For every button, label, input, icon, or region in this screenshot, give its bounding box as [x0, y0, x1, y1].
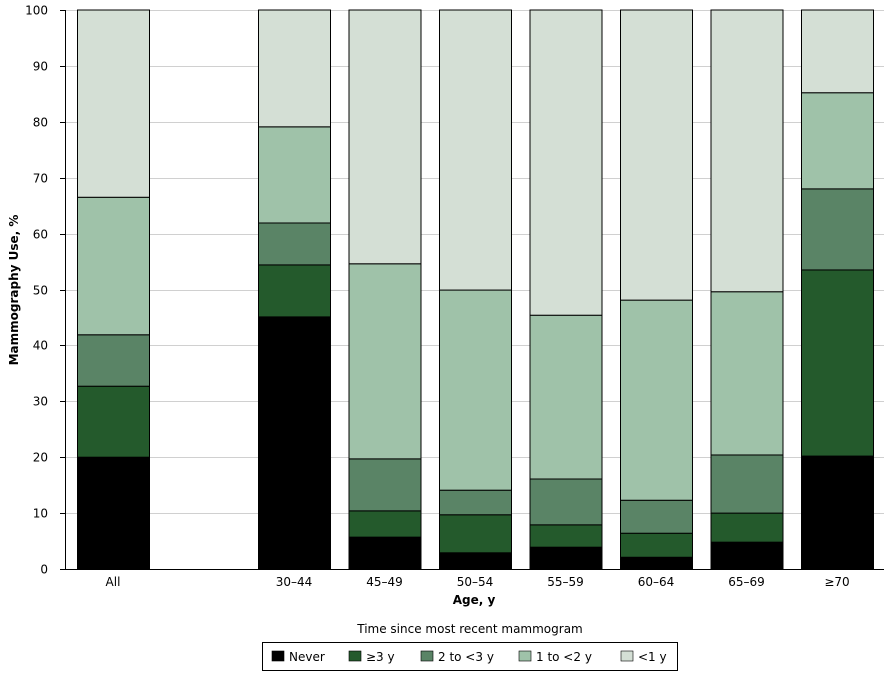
legend-swatch [271, 650, 285, 662]
legend-title: Time since most recent mammogram [356, 622, 583, 636]
bar-segment [348, 263, 422, 460]
bar-segment [801, 92, 874, 190]
bar-segment [439, 9, 512, 291]
bar-segment [620, 556, 693, 570]
bar-segment [77, 456, 150, 570]
y-tick-label: 80 [33, 116, 48, 130]
bar-segment [801, 455, 874, 570]
bar-segment [77, 9, 150, 198]
bar-segment [620, 299, 693, 501]
y-tick-label: 60 [33, 228, 48, 242]
y-axis-label: Mammography Use, % [7, 215, 21, 366]
bar-segment [529, 9, 603, 316]
bar-segment [529, 478, 603, 526]
bar-segment [801, 269, 874, 457]
bar-segment [77, 334, 150, 387]
bar-segment [529, 546, 603, 570]
bar-segment [439, 552, 512, 570]
y-tick-label: 40 [33, 339, 48, 353]
y-tick-label: 70 [33, 172, 48, 186]
bar-segment [258, 264, 331, 318]
bar-segment [620, 499, 693, 534]
bar-segment [801, 188, 874, 271]
y-tick-label: 0 [40, 563, 48, 577]
bar-segment [258, 316, 331, 570]
bar-segment [348, 510, 422, 538]
legend-label: ≥3 y [366, 650, 395, 664]
bar-segment [348, 9, 422, 265]
x-tick-label: 65–69 [728, 575, 765, 589]
bar-segment [439, 489, 512, 516]
legend-swatch [518, 650, 532, 662]
bar-segment [620, 532, 693, 558]
legend-box [262, 642, 678, 671]
y-tick-label: 20 [33, 451, 48, 465]
y-tick-label: 10 [33, 507, 48, 521]
bar-segment [620, 9, 693, 301]
bar-segment [77, 196, 150, 336]
x-tick-label: All [106, 575, 121, 589]
y-tick-label: 100 [25, 4, 48, 18]
bar-segment [710, 291, 784, 456]
bar-segment [801, 9, 874, 94]
bar-segment [710, 9, 784, 293]
x-tick-label: 30–44 [276, 575, 313, 589]
bar-segment [348, 458, 422, 512]
y-tick-label: 90 [33, 60, 48, 74]
bar-segment [258, 126, 331, 224]
bar-segment [439, 514, 512, 554]
x-tick-label: 60–64 [638, 575, 675, 589]
bar-segment [529, 314, 603, 480]
legend-label: <1 y [638, 650, 667, 664]
bar-segment [258, 222, 331, 266]
bar-segment [258, 9, 331, 128]
x-tick-label: 45–49 [366, 575, 403, 589]
y-tick-label: 30 [33, 395, 48, 409]
x-tick-label: 50–54 [457, 575, 494, 589]
x-axis-label: Age, y [453, 593, 496, 607]
legend-label: 1 to <2 y [536, 650, 592, 664]
legend-label: Never [289, 650, 325, 664]
legend-swatch [620, 650, 634, 662]
bar-segment [529, 524, 603, 548]
legend-label: 2 to <3 y [438, 650, 494, 664]
bar-segment [710, 541, 784, 570]
y-tick-label: 50 [33, 284, 48, 298]
legend-swatch [420, 650, 434, 662]
bar-segment [348, 536, 422, 570]
x-tick-label: 55–59 [547, 575, 584, 589]
bar-segment [439, 289, 512, 491]
bar-segment [710, 512, 784, 543]
legend-swatch [348, 650, 362, 662]
bar-segment [710, 454, 784, 514]
x-tick-label: ≥70 [824, 575, 849, 589]
bar-segment [77, 385, 150, 458]
